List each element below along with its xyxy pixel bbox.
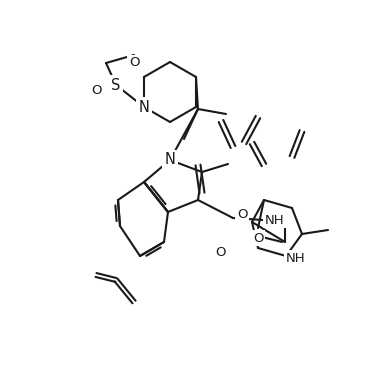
Text: O: O [216, 246, 226, 258]
Text: O: O [253, 231, 263, 245]
Text: NH: NH [265, 214, 285, 227]
Text: O: O [91, 84, 101, 96]
Text: O: O [129, 57, 139, 69]
Text: NH: NH [286, 251, 306, 265]
Text: N: N [139, 100, 149, 115]
Text: S: S [111, 77, 121, 92]
Text: N: N [165, 153, 176, 168]
Text: O: O [237, 207, 247, 220]
